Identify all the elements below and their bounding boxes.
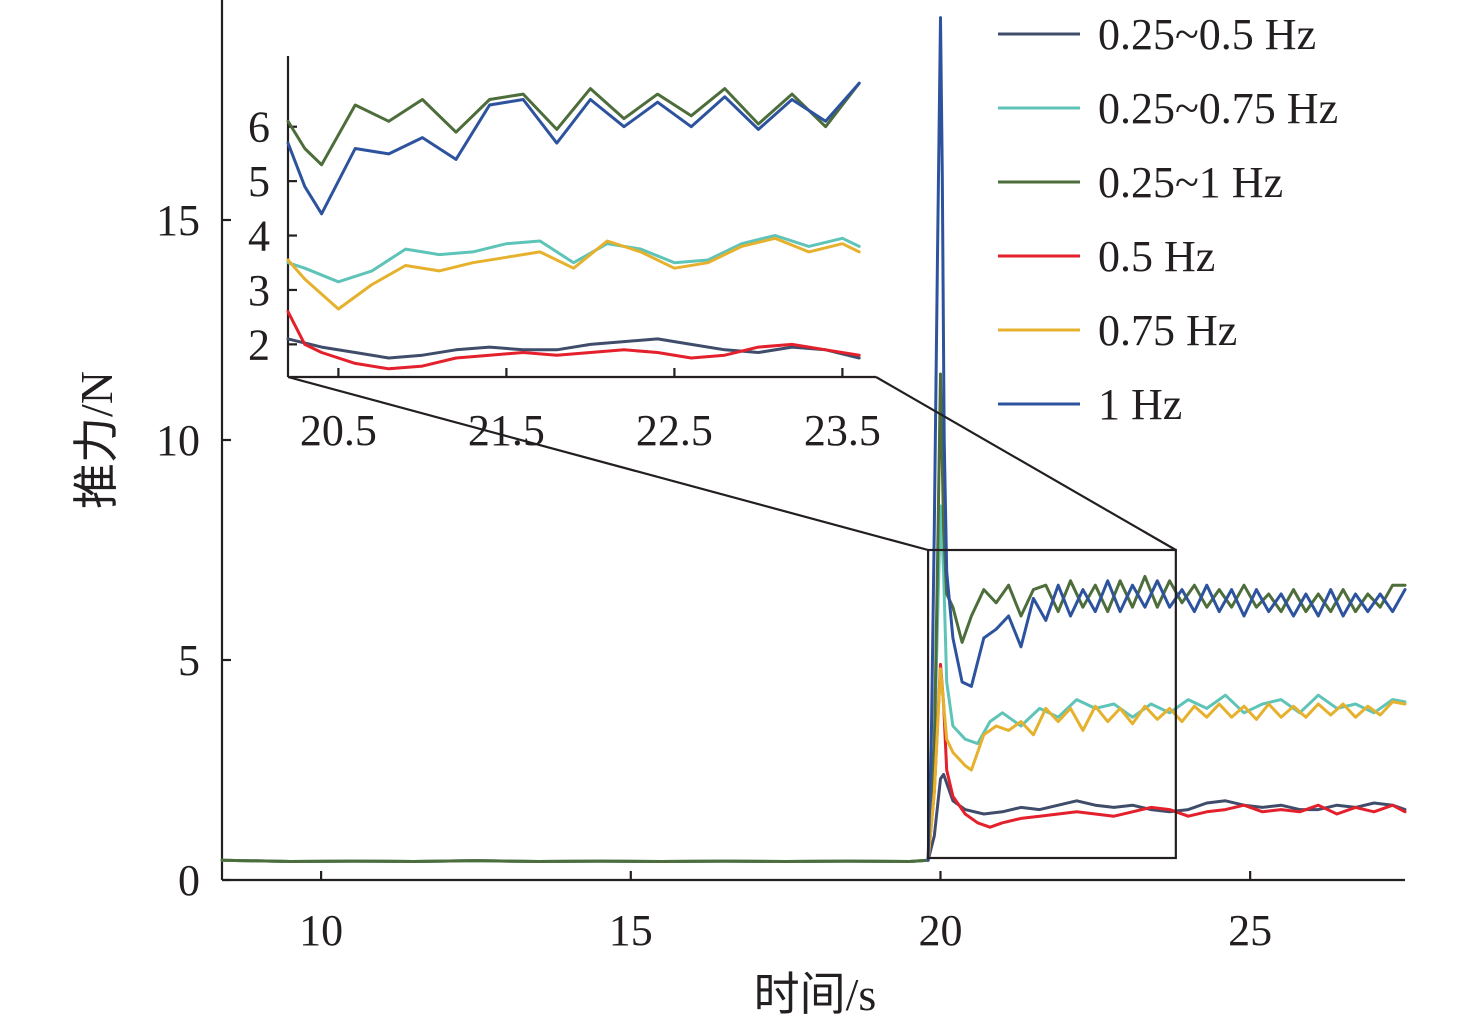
series-line-0p25-0p5-Hz bbox=[220, 772, 1407, 863]
x-axis-title: 时间/s bbox=[754, 969, 877, 1020]
y-tick-label-15: 15 bbox=[156, 196, 200, 245]
y-tick-label-10: 10 bbox=[156, 416, 200, 465]
legend: 0.25~0.5 Hz 0.25~0.75 Hz 0.25~1 Hz 0.5 Hz 0.… bbox=[998, 10, 1338, 429]
inset-y-tick-label-6: 6 bbox=[248, 103, 270, 152]
series-line-0p25-1-Hz bbox=[220, 372, 1407, 863]
inset-series-line-0p25-0p75-Hz bbox=[286, 234, 861, 284]
legend-label-0p25-0p75-Hz: 0.25~0.75 Hz bbox=[1098, 84, 1338, 133]
x-tick-label-25: 25 bbox=[1228, 906, 1272, 955]
series-line-0p75-Hz bbox=[926, 667, 1407, 862]
inset-x-tick-label-23p5: 23.5 bbox=[804, 406, 881, 455]
series-line-1-Hz bbox=[926, 16, 1407, 862]
inset-plot: 20.5 21.5 22.5 23.5 2 3 4 5 6 bbox=[248, 56, 881, 455]
y-tick-label-5: 5 bbox=[178, 636, 200, 685]
zoom-connector-right bbox=[875, 376, 1177, 551]
inset-y-tick-label-3: 3 bbox=[248, 266, 270, 315]
inset-y-tick-label-4: 4 bbox=[248, 212, 270, 261]
inset-series-line-1-Hz bbox=[286, 81, 861, 216]
legend-label-0p75-Hz: 0.75 Hz bbox=[1098, 306, 1237, 355]
zoom-source-box bbox=[926, 548, 1177, 860]
legend-label-1-Hz: 1 Hz bbox=[1098, 380, 1182, 429]
zoom-connectors bbox=[287, 375, 1177, 552]
y-axis-title: 推力/N bbox=[71, 371, 122, 509]
inset-series-line-0p25-0p5-Hz bbox=[286, 337, 861, 360]
legend-label-0p5-Hz: 0.5 Hz bbox=[1098, 232, 1215, 281]
y-tick-label-0: 0 bbox=[178, 856, 200, 905]
inset-series-line-0p75-Hz bbox=[286, 236, 861, 311]
inset-y-tick-label-2: 2 bbox=[248, 320, 270, 369]
x-tick-label-20: 20 bbox=[918, 906, 962, 955]
inset-y-tick-label-5: 5 bbox=[248, 157, 270, 206]
inset-series-line-0p25-1-Hz bbox=[286, 81, 861, 167]
series-line-0p5-Hz bbox=[926, 662, 1407, 862]
zoom-connector-left bbox=[287, 375, 929, 552]
legend-label-0p25-0p5-Hz: 0.25~0.5 Hz bbox=[1098, 10, 1316, 59]
inset-series-line-0p5-Hz bbox=[286, 310, 861, 371]
legend-label-0p25-1-Hz: 0.25~1 Hz bbox=[1098, 158, 1283, 207]
inset-x-tick-label-22p5: 22.5 bbox=[636, 406, 713, 455]
x-tick-label-10: 10 bbox=[299, 906, 343, 955]
inset-x-tick-label-20p5: 20.5 bbox=[300, 406, 377, 455]
inset-x-tick-label-21p5: 21.5 bbox=[468, 406, 545, 455]
x-tick-label-15: 15 bbox=[609, 906, 653, 955]
